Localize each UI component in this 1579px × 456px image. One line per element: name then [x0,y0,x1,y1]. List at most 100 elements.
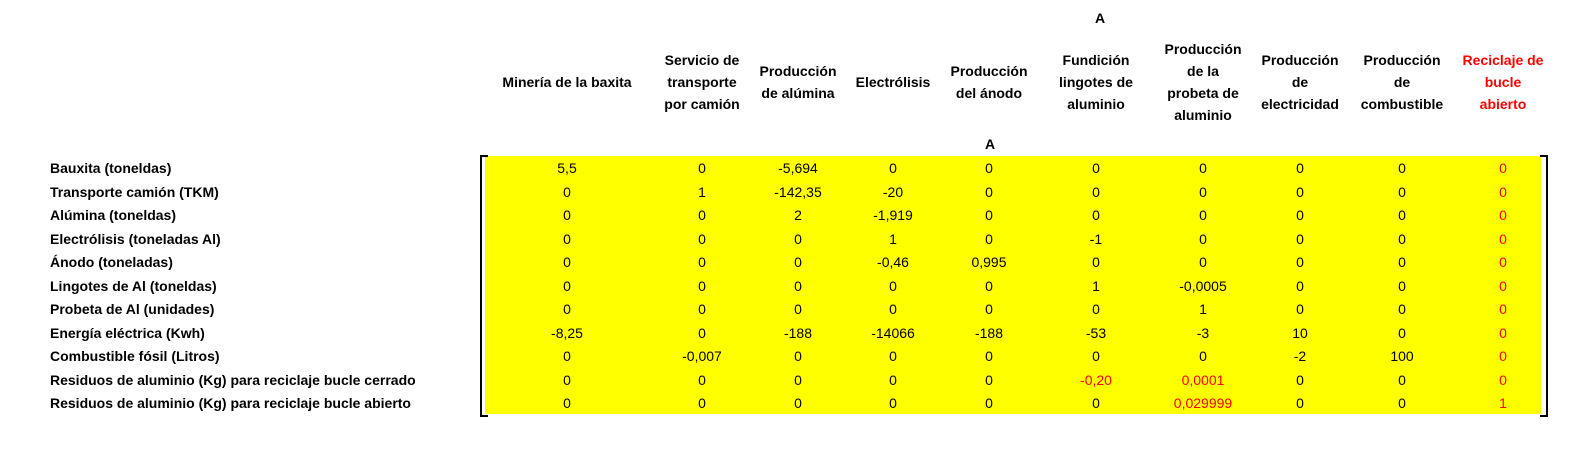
matrix-cell: 1 [1499,395,1507,411]
matrix-cell: 0 [1296,254,1304,270]
row-label: Bauxita (toneldas) [50,160,172,176]
matrix-cell: 0 [985,183,993,200]
matrix-cell: 0 [1296,230,1304,247]
row-label: Probeta de Al (unidades) [50,301,215,317]
matrix-cell: 100 [1390,348,1414,364]
matrix-cell: 0 [889,371,897,388]
matrix-cell: 0 [1499,301,1507,317]
matrix-cell: -0,007 [682,348,722,364]
matrix-cell: 0 [563,254,571,270]
matrix-cell: 0 [794,395,802,411]
matrix-cell: 0 [1296,207,1304,223]
matrix-cell: -1,919 [873,207,913,223]
column-header: Electrólisis [851,32,936,132]
matrix-cell: -142,35 [774,183,822,200]
column-header: Servicio de transporte por camión [657,32,747,132]
column-header-label: Minería de la baxita [502,74,632,90]
column-header-label: Producción del ánodo [950,63,1028,101]
matrix-cell: 0 [794,277,802,294]
column-header: Producción de combustible [1352,32,1452,132]
matrix-cell: 0 [1398,230,1406,247]
matrix-cell: -8,25 [551,324,583,341]
matrix-cell: 0 [889,348,897,364]
matrix-cell: 2 [794,207,802,223]
matrix-cell: 1 [1199,301,1207,317]
column-header: Producción de electricidad [1253,32,1348,132]
matrix-cell: 0 [1499,160,1507,176]
matrix-cell: -2 [1293,348,1307,364]
matrix-cell: 0 [1296,277,1304,294]
column-header: Fundición lingotes de aluminio [1049,32,1144,132]
matrix-top-title: A [1094,10,1106,26]
matrix-cell: 0 [1199,254,1207,270]
matrix-cell: -0,20 [1080,371,1112,388]
matrix-cell: 0 [1398,395,1406,411]
matrix-cell: 0 [1398,301,1406,317]
matrix-cell: 0 [698,277,706,294]
matrix-cell: 0 [563,348,571,364]
matrix-cell: 0 [1499,230,1507,247]
column-header-label: Producción de combustible [1360,52,1444,112]
matrix-cell: -20 [882,183,904,200]
matrix-cell: 0 [1398,207,1406,223]
matrix-cell: -5,694 [778,160,818,176]
matrix-cell: 0 [889,395,897,411]
matrix-cell: 1 [698,183,706,200]
matrix-cell: -0,0005 [1179,277,1227,294]
matrix-cell: 0 [698,254,706,270]
matrix-cell: 0 [794,371,802,388]
matrix-cell: 0 [1398,324,1406,341]
matrix-cell: 0 [698,371,706,388]
matrix-cell: 0 [1499,183,1507,200]
column-header-label: Electrólisis [855,74,931,90]
matrix-cell: 0 [1199,230,1207,247]
matrix-cell: 0 [794,254,802,270]
matrix-cell: -53 [1085,324,1107,341]
matrix-cell: 0 [794,301,802,317]
matrix-cell: 0,995 [971,254,1007,270]
matrix-cell: 0 [985,395,993,411]
matrix-cell: 0 [563,277,571,294]
matrix-cell: 0 [1092,254,1100,270]
matrix-cell: 0 [1092,207,1100,223]
matrix-cell: 0 [1199,160,1207,176]
column-header: Producción del ánodo [944,32,1034,132]
matrix-cell: 0 [794,348,802,364]
matrix-cell: 0 [698,160,706,176]
matrix-cell: 0 [985,348,993,364]
matrix-cell: 0 [1296,183,1304,200]
matrix-cell: 0 [1199,348,1207,364]
matrix-cell: 1 [1092,277,1100,294]
matrix-cell: 0 [1092,348,1100,364]
matrix-cell: 0 [1398,254,1406,270]
matrix-cell: 0 [1092,395,1100,411]
matrix-cell: 0 [1499,277,1507,294]
matrix-cell: -1 [1089,230,1103,247]
row-label: Energía eléctrica (Kwh) [50,324,205,341]
column-header-label: Producción de alúmina [759,63,837,101]
matrix-cell: 0 [698,301,706,317]
matrix-cell: 0 [1398,277,1406,294]
matrix-cell: 0 [698,395,706,411]
matrix-cell: 0 [1199,207,1207,223]
column-header-label: Producción de electricidad [1261,52,1339,112]
matrix-cell: 0 [698,230,706,247]
matrix-cell: 0,0001 [1181,371,1225,388]
matrix-cell: 0 [1296,160,1304,176]
row-label: Electrólisis (toneladas Al) [50,230,221,247]
matrix-cell: 0 [985,277,993,294]
matrix-cell: 0 [1499,254,1507,270]
matrix-cell: -3 [1196,324,1210,341]
matrix-cell: 0 [1092,183,1100,200]
matrix-cell: 0 [1092,301,1100,317]
column-header: Producción de la probeta de aluminio [1158,32,1248,132]
matrix-cell: 0 [1092,160,1100,176]
matrix-cell: 0 [1296,395,1304,411]
column-header-label: Reciclaje de bucle abierto [1462,52,1544,112]
matrix-cell: 0 [1499,371,1507,388]
matrix-cell: 10 [1292,324,1308,341]
row-label: Lingotes de Al (toneldas) [50,277,217,294]
matrix-cell: 0 [563,230,571,247]
row-label: Ánodo (toneladas) [50,254,173,270]
matrix-cell: 0 [1199,183,1207,200]
